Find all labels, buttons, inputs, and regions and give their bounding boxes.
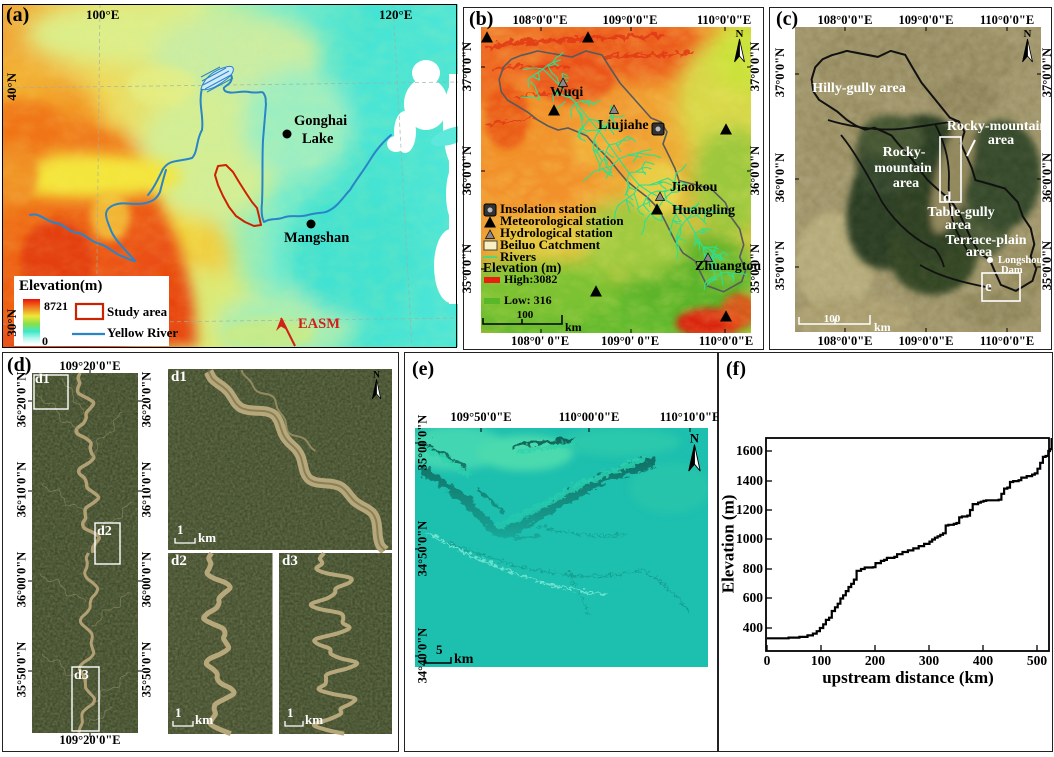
svg-text:N: N bbox=[1024, 28, 1032, 40]
svg-text:N: N bbox=[373, 371, 380, 381]
svg-text:N: N bbox=[690, 431, 699, 445]
svg-text:N: N bbox=[736, 28, 744, 40]
